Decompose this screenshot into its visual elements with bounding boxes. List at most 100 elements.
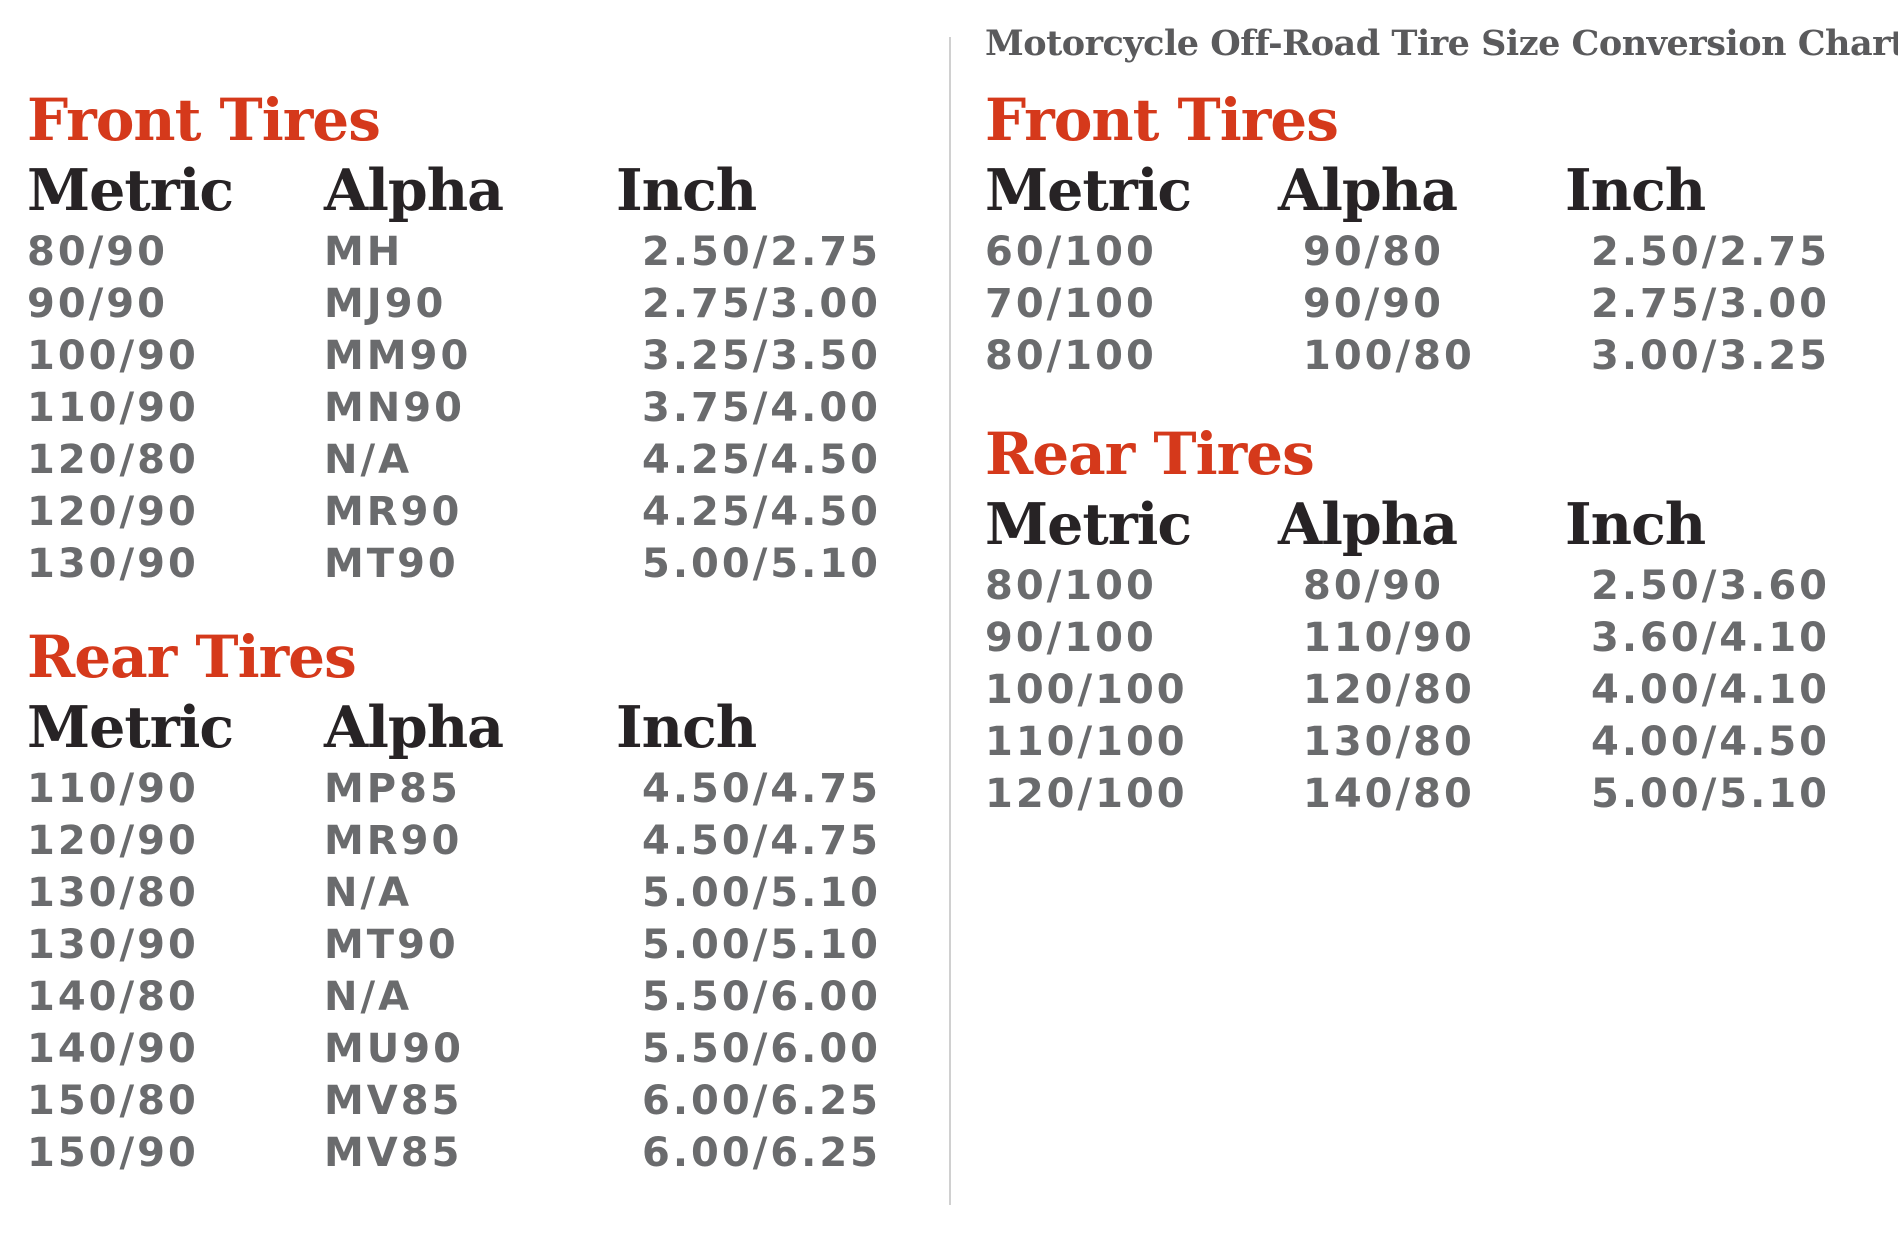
table-cell: 2.75/3.00 [1591, 281, 1830, 327]
table-cell: 80/90 [27, 229, 168, 275]
table-body: 60/100 90/80 2.50/2.75 70/100 90/90 2.75/3.00… [985, 226, 1890, 382]
table-cell: 140/80 [27, 974, 199, 1020]
table-cell: 6.00/6.25 [642, 1130, 881, 1176]
table-cell: 150/80 [27, 1078, 199, 1124]
table-cell: MT90 [324, 541, 459, 587]
table-header-row: Metric Alpha Inch [27, 162, 927, 219]
table-cell: 6.00/6.25 [642, 1078, 881, 1124]
table-row: 120/80 N/A 4.25/4.50 [27, 434, 927, 486]
column-header-inch: Inch [1565, 157, 1706, 224]
table-cell: 80/90 [1303, 563, 1444, 609]
table-cell: MT90 [324, 922, 459, 968]
table-cell: 4.50/4.75 [642, 766, 881, 812]
table-body: 110/90 MP85 4.50/4.75 120/90 MR90 4.50/4.75 13… [27, 763, 927, 1179]
table-cell: 80/100 [985, 563, 1157, 609]
table-cell: MU90 [324, 1026, 464, 1072]
table-cell: 100/90 [27, 333, 199, 379]
table-cell: 5.50/6.00 [642, 1026, 881, 1072]
right-front-tires-section: Front Tires Metric Alpha Inch 60/100 90/8… [985, 86, 1890, 382]
table-row: 100/100 120/80 4.00/4.10 [985, 664, 1890, 716]
table-cell: 80/100 [985, 333, 1157, 379]
table-cell: MR90 [324, 489, 463, 535]
table-cell: 90/90 [1303, 281, 1444, 327]
right-panel: Motorcycle Off-Road Tire Size Conversion… [985, 23, 1898, 820]
table-row: 90/100 110/90 3.60/4.10 [985, 612, 1890, 664]
table-cell: 140/90 [27, 1026, 199, 1072]
table-cell: 100/80 [1303, 333, 1475, 379]
table-cell: 3.00/3.25 [1591, 333, 1830, 379]
table-cell: 4.25/4.50 [642, 437, 881, 483]
table-cell: 3.75/4.00 [642, 385, 881, 431]
vertical-divider [949, 37, 951, 1205]
table-cell: 4.00/4.10 [1591, 667, 1830, 713]
table-cell: 2.50/3.60 [1591, 563, 1830, 609]
front-tires-heading: Front Tires [985, 86, 1339, 154]
table-cell: 130/90 [27, 922, 199, 968]
table-cell: MM90 [324, 333, 472, 379]
table-body: 80/100 80/90 2.50/3.60 90/100 110/90 3.60/4.1… [985, 560, 1890, 820]
table-cell: 140/80 [1303, 771, 1475, 817]
table-row: 80/100 80/90 2.50/3.60 [985, 560, 1890, 612]
table-header-row: Metric Alpha Inch [985, 496, 1890, 553]
table-cell: 90/90 [27, 281, 168, 327]
table-cell: 110/90 [27, 766, 199, 812]
table-cell: MH [324, 229, 404, 275]
table-cell: MJ90 [324, 281, 447, 327]
left-panel: Front Tires Metric Alpha Inch 80/90 MH 2.5… [27, 86, 927, 1179]
table-row: 140/80 N/A 5.50/6.00 [27, 971, 927, 1023]
table-cell: 3.60/4.10 [1591, 615, 1830, 661]
right-rear-tires-section: Rear Tires Metric Alpha Inch 80/100 80/90… [985, 420, 1890, 820]
table-row: 80/100 100/80 3.00/3.25 [985, 330, 1890, 382]
table-cell: 4.25/4.50 [642, 489, 881, 535]
table-row: 110/90 MN90 3.75/4.00 [27, 382, 927, 434]
table-cell: 4.00/4.50 [1591, 719, 1830, 765]
column-header-alpha: Alpha [324, 157, 504, 224]
table-cell: MR90 [324, 818, 463, 864]
table-cell: 2.50/2.75 [642, 229, 881, 275]
column-header-alpha: Alpha [1278, 157, 1458, 224]
table-cell: MN90 [324, 385, 465, 431]
rear-tires-heading: Rear Tires [27, 623, 357, 691]
table-cell: 130/90 [27, 541, 199, 587]
column-header-inch: Inch [616, 157, 757, 224]
table-cell: 120/80 [27, 437, 199, 483]
table-row: 120/100 140/80 5.00/5.10 [985, 768, 1890, 820]
column-header-metric: Metric [27, 694, 234, 761]
table-row: 60/100 90/80 2.50/2.75 [985, 226, 1890, 278]
front-tires-heading: Front Tires [27, 86, 381, 154]
left-front-tires-section: Front Tires Metric Alpha Inch 80/90 MH 2.5… [27, 86, 927, 590]
table-row: 70/100 90/90 2.75/3.00 [985, 278, 1890, 330]
page-title: Motorcycle Off-Road Tire Size Conversion… [985, 23, 1898, 64]
table-row: 120/90 MR90 4.50/4.75 [27, 815, 927, 867]
table-cell: 90/80 [1303, 229, 1444, 275]
left-rear-tires-section: Rear Tires Metric Alpha Inch 110/90 MP85 4… [27, 623, 927, 1179]
table-cell: N/A [324, 437, 413, 483]
column-header-inch: Inch [616, 694, 757, 761]
table-cell: MV85 [324, 1130, 463, 1176]
table-cell: 5.00/5.10 [642, 870, 881, 916]
table-cell: 150/90 [27, 1130, 199, 1176]
table-header-row: Metric Alpha Inch [27, 699, 927, 756]
column-header-alpha: Alpha [324, 694, 504, 761]
table-cell: N/A [324, 974, 413, 1020]
table-row: 150/90 MV85 6.00/6.25 [27, 1127, 927, 1179]
table-cell: MP85 [324, 766, 461, 812]
table-cell: 4.50/4.75 [642, 818, 881, 864]
rear-tires-heading: Rear Tires [985, 420, 1315, 488]
table-cell: 90/100 [985, 615, 1157, 661]
table-cell: 110/100 [985, 719, 1188, 765]
column-header-inch: Inch [1565, 491, 1706, 558]
table-cell: 100/100 [985, 667, 1188, 713]
table-cell: 110/90 [27, 385, 199, 431]
table-cell: 5.00/5.10 [642, 922, 881, 968]
column-header-metric: Metric [985, 491, 1192, 558]
table-row: 130/80 N/A 5.00/5.10 [27, 867, 927, 919]
table-body: 80/90 MH 2.50/2.75 90/90 MJ90 2.75/3.00 100/90… [27, 226, 927, 590]
table-row: 110/90 MP85 4.50/4.75 [27, 763, 927, 815]
table-header-row: Metric Alpha Inch [985, 162, 1890, 219]
table-cell: 120/90 [27, 489, 199, 535]
table-row: 140/90 MU90 5.50/6.00 [27, 1023, 927, 1075]
table-cell: 70/100 [985, 281, 1157, 327]
table-cell: 130/80 [27, 870, 199, 916]
